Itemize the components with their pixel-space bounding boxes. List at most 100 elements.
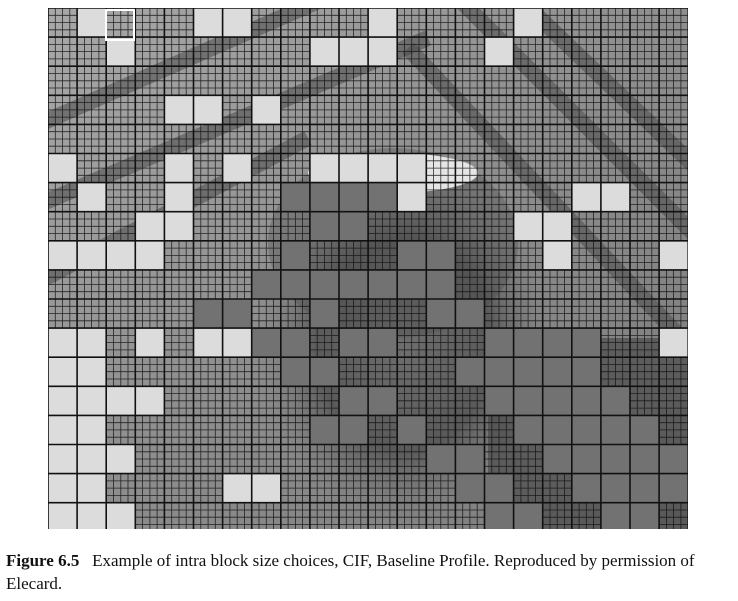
intra-16x16-block (164, 211, 194, 241)
intra-16x16-block (542, 415, 572, 445)
intra-16x16-block (135, 386, 165, 416)
intra-16x16-block (48, 357, 78, 387)
intra-16x16-block (513, 211, 543, 241)
intra-16x16-block (309, 299, 339, 329)
intra-16x16-block (77, 182, 107, 212)
intra-16x16-block (77, 386, 107, 416)
intra-16x16-block (659, 328, 688, 358)
intra-16x16-block (309, 415, 339, 445)
intra-16x16-block (513, 8, 543, 38)
intra-16x16-block (571, 182, 601, 212)
intra-16x16-block (455, 444, 485, 474)
intra-16x16-block (135, 328, 165, 358)
intra-16x16-block (222, 153, 252, 183)
intra-16x16-block (339, 328, 369, 358)
intra-16x16-block (251, 328, 281, 358)
intra-16x16-block (426, 299, 456, 329)
intra-16x16-block (368, 153, 398, 183)
intra-16x16-block (513, 502, 543, 529)
intra-16x16-block (600, 473, 630, 503)
intra-16x16-block (630, 473, 660, 503)
intra-16x16-block (659, 473, 688, 503)
intra-16x16-block (513, 386, 543, 416)
intra-16x16-block (339, 153, 369, 183)
intra-16x16-block (164, 182, 194, 212)
intra-16x16-block (106, 37, 136, 67)
intra-16x16-block (48, 473, 78, 503)
intra-16x16-block (48, 153, 78, 183)
background-stripe (456, 8, 688, 240)
intra-block-size-image (48, 8, 688, 529)
intra-16x16-block (368, 182, 398, 212)
16x16-block-grid (48, 8, 688, 529)
intra-16x16-block (368, 328, 398, 358)
figure-caption-text: Example of intra block size choices, CIF… (6, 551, 695, 593)
intra-16x16-block (571, 473, 601, 503)
intra-16x16-block (280, 182, 310, 212)
intra-16x16-block (251, 269, 281, 299)
intra-16x16-block (193, 8, 223, 38)
intra-16x16-block (542, 240, 572, 270)
intra-16x16-block (77, 502, 107, 529)
intra-16x16-block (135, 211, 165, 241)
intra-16x16-block (455, 473, 485, 503)
intra-16x16-block (339, 269, 369, 299)
intra-16x16-block (513, 357, 543, 387)
intra-16x16-block (571, 415, 601, 445)
intra-16x16-block (600, 502, 630, 529)
intra-16x16-block (251, 95, 281, 125)
intra-16x16-block (48, 415, 78, 445)
intra-16x16-block (397, 415, 427, 445)
16x16-block-fills (48, 8, 688, 529)
intra-16x16-block (426, 240, 456, 270)
intra-16x16-block (571, 444, 601, 474)
intra-16x16-block (368, 8, 398, 38)
intra-16x16-block (484, 473, 514, 503)
intra-16x16-block (659, 444, 688, 474)
intra-16x16-block (280, 240, 310, 270)
intra-16x16-block (368, 37, 398, 67)
intra-16x16-block (513, 328, 543, 358)
intra-16x16-block (309, 269, 339, 299)
intra-16x16-block (630, 502, 660, 529)
intra-16x16-block (77, 444, 107, 474)
intra-16x16-block (222, 328, 252, 358)
intra-16x16-block (48, 502, 78, 529)
intra-16x16-block (397, 182, 427, 212)
intra-16x16-block (397, 240, 427, 270)
intra-16x16-block (397, 269, 427, 299)
intra-16x16-block (106, 386, 136, 416)
figure-label: Figure 6.5 (6, 551, 80, 570)
intra-16x16-block (426, 269, 456, 299)
intra-16x16-block (484, 328, 514, 358)
intra-16x16-block (368, 269, 398, 299)
intra-16x16-block (426, 444, 456, 474)
intra-16x16-block (106, 240, 136, 270)
intra-16x16-block (571, 386, 601, 416)
intra-16x16-block (193, 95, 223, 125)
intra-16x16-block (659, 240, 688, 270)
intra-16x16-block (571, 357, 601, 387)
intra-16x16-block (571, 328, 601, 358)
intra-16x16-block (339, 37, 369, 67)
intra-16x16-block (600, 415, 630, 445)
intra-16x16-block (48, 240, 78, 270)
intra-16x16-block (339, 415, 369, 445)
intra-16x16-block (484, 37, 514, 67)
intra-16x16-block (513, 415, 543, 445)
intra-16x16-block (251, 473, 281, 503)
intra-16x16-block (222, 473, 252, 503)
intra-16x16-block (222, 8, 252, 38)
intra-16x16-block (280, 357, 310, 387)
intra-16x16-block (106, 502, 136, 529)
intra-16x16-block (309, 153, 339, 183)
intra-16x16-block (630, 444, 660, 474)
intra-16x16-block (193, 299, 223, 329)
intra-16x16-block (77, 8, 107, 38)
macroblock-grid-lines (48, 8, 688, 529)
intra-16x16-block (484, 357, 514, 387)
intra-16x16-block (455, 357, 485, 387)
intra-16x16-block (77, 473, 107, 503)
intra-16x16-block (309, 357, 339, 387)
intra-16x16-block (77, 240, 107, 270)
